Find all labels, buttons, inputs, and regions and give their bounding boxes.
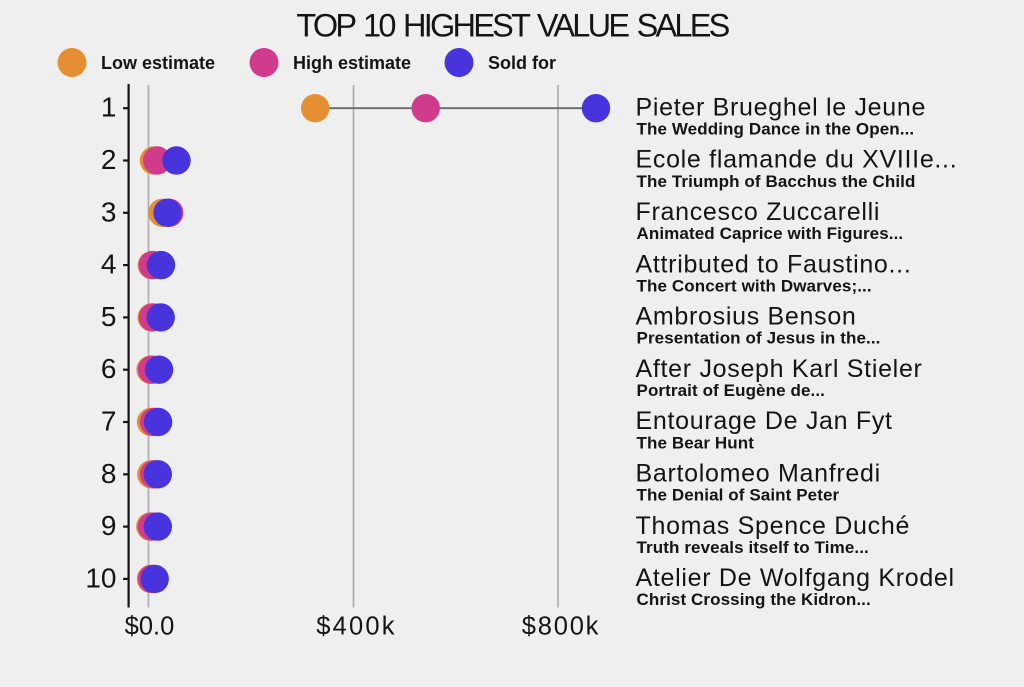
svg-text:3: 3 (101, 196, 117, 227)
svg-text:2: 2 (101, 144, 117, 175)
svg-text:The Triumph of Bacchus the Chi: The Triumph of Bacchus the Child (637, 172, 916, 191)
svg-text:4: 4 (101, 249, 117, 280)
svg-text:The Concert with Dwarves;...: The Concert with Dwarves;... (637, 276, 872, 295)
svg-text:The Wedding Dance in the Open.: The Wedding Dance in the Open... (637, 120, 915, 139)
svg-text:The Bear Hunt: The Bear Hunt (637, 433, 755, 452)
svg-text:Pieter Brueghel le Jeune: Pieter Brueghel le Jeune (636, 93, 927, 121)
svg-text:6: 6 (101, 353, 117, 384)
svg-text:Ambrosius Benson: Ambrosius Benson (636, 303, 857, 331)
svg-text:Animated Caprice with Figures.: Animated Caprice with Figures... (637, 224, 904, 243)
svg-text:$800k: $800k (522, 613, 600, 641)
svg-text:7: 7 (101, 406, 117, 437)
svg-text:After Joseph Karl Stieler: After Joseph Karl Stieler (636, 355, 923, 383)
svg-text:Portrait of Eugène de...: Portrait of Eugène de... (637, 381, 825, 400)
svg-text:9: 9 (101, 510, 117, 541)
svg-text:Christ Crossing the Kidron...: Christ Crossing the Kidron... (637, 590, 871, 609)
svg-text:8: 8 (101, 458, 117, 489)
svg-text:$400k: $400k (316, 613, 396, 641)
svg-text:Thomas Spence Duché: Thomas Spence Duché (636, 512, 911, 540)
svg-text:Bartolomeo Manfredi: Bartolomeo Manfredi (636, 460, 881, 488)
svg-text:High estimate: High estimate (293, 53, 411, 73)
svg-text:Truth reveals itself to Time..: Truth reveals itself to Time... (637, 538, 869, 557)
svg-text:Francesco Zuccarelli: Francesco Zuccarelli (636, 198, 881, 226)
svg-text:Entourage De Jan Fyt: Entourage De Jan Fyt (636, 407, 893, 435)
svg-text:$0.0: $0.0 (125, 613, 175, 641)
svg-text:Low estimate: Low estimate (101, 53, 215, 73)
svg-text:Sold for: Sold for (488, 53, 556, 73)
svg-text:10: 10 (85, 562, 116, 593)
svg-text:Ecole flamande du XVIIIe...: Ecole flamande du XVIIIe... (636, 146, 958, 174)
svg-text:Atelier De Wolfgang Krodel: Atelier De Wolfgang Krodel (636, 564, 955, 592)
svg-text:The Denial of Saint Peter: The Denial of Saint Peter (637, 486, 840, 505)
svg-text:5: 5 (101, 301, 117, 332)
svg-text:Attributed to Faustino...: Attributed to Faustino... (636, 250, 912, 278)
svg-text:Presentation of Jesus in the..: Presentation of Jesus in the... (637, 329, 881, 348)
svg-text:TOP 10 HIGHEST VALUE SALES: TOP 10 HIGHEST VALUE SALES (296, 8, 729, 44)
svg-text:1: 1 (101, 92, 117, 123)
